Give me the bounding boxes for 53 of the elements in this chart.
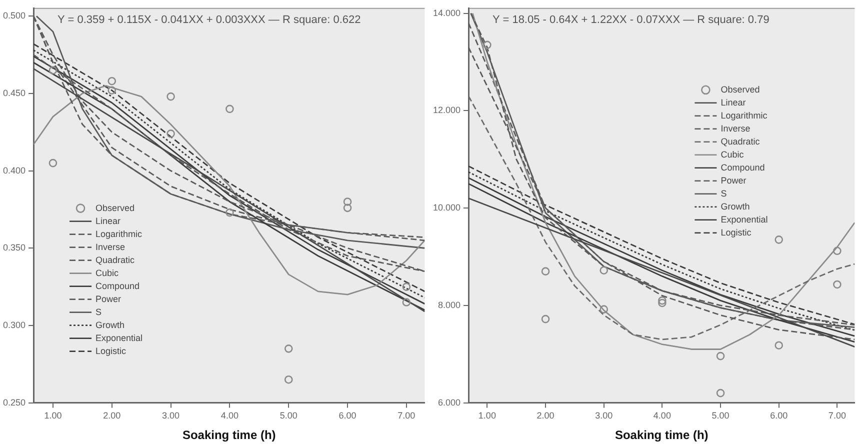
legend-label: Growth	[96, 320, 125, 330]
legend-label: Linear	[96, 216, 121, 226]
legend-label: Cubic	[96, 268, 120, 278]
legend-label: Observed	[720, 84, 760, 94]
x-tick-label: 1.00	[478, 410, 496, 421]
x-tick-label: 4.00	[653, 410, 671, 421]
y-tick-label: 0.350	[2, 242, 26, 253]
x-tick-label: 7.00	[828, 410, 846, 421]
y-tick-label: 6.000	[438, 397, 461, 408]
x-tick-label: 3.00	[595, 410, 613, 421]
x-tick-label: 5.00	[280, 410, 298, 421]
legend-label: Logarithmic	[720, 110, 768, 120]
y-tick-label: 0.400	[2, 165, 26, 176]
y-tick-label: 8.000	[438, 300, 461, 310]
y-tick-label: 14.000	[432, 8, 461, 18]
x-tick-label: 5.00	[712, 410, 730, 421]
x-tick-label: 4.00	[220, 410, 238, 421]
legend-label: Inverse	[720, 123, 750, 134]
legend-label: Compound	[720, 162, 765, 172]
legend-label: Power	[96, 294, 122, 304]
y-tick-label: 0.500	[2, 10, 26, 21]
legend-label: Inverse	[96, 242, 126, 252]
y-tick-label: 0.300	[2, 320, 26, 330]
legend-label: Cubic	[720, 149, 744, 160]
legend-label: S	[720, 188, 727, 198]
legend-label: Observed	[96, 202, 135, 213]
legend-label: Logarithmic	[96, 228, 143, 239]
y-tick-label: 0.450	[2, 88, 26, 98]
x-tick-label: 7.00	[398, 410, 416, 421]
y-tick-label: 0.250	[2, 397, 26, 408]
legend-label: Power	[720, 175, 746, 186]
annotation: Y = 0.359 + 0.115X - 0.041XX + 0.003XXX — R square: 0.622	[58, 14, 361, 26]
legend-label: Quadratic	[96, 254, 136, 265]
annotation: Y = 18.05 - 0.64X + 1.22XX - 0.07XXX — R square: 0.79	[492, 14, 770, 26]
legend-label: Quadratic	[720, 136, 760, 146]
legend-label: Logistic	[96, 346, 127, 356]
legend-label: S	[96, 306, 102, 317]
legend-label: Exponential	[96, 332, 143, 343]
x-tick-label: 6.00	[770, 410, 788, 421]
x-tick-label: 2.00	[103, 410, 121, 421]
y-tick-label: 12.000	[432, 105, 461, 116]
x-tick-label: 1.00	[44, 410, 62, 421]
x-axis-title: Soaking time (h)	[182, 428, 276, 442]
legend-label: Exponential	[720, 214, 768, 224]
legend-label: Linear	[720, 97, 746, 108]
x-tick-label: 3.00	[162, 410, 180, 421]
x-tick-label: 6.00	[338, 410, 356, 421]
y-tick-label: 10.000	[432, 202, 461, 213]
legend-label: Logistic	[720, 227, 752, 238]
legend-label: Growth	[720, 201, 750, 212]
x-axis-title: Soaking time (h)	[614, 428, 708, 442]
x-tick-label: 2.00	[536, 410, 554, 421]
legend-label: Compound	[96, 280, 140, 291]
